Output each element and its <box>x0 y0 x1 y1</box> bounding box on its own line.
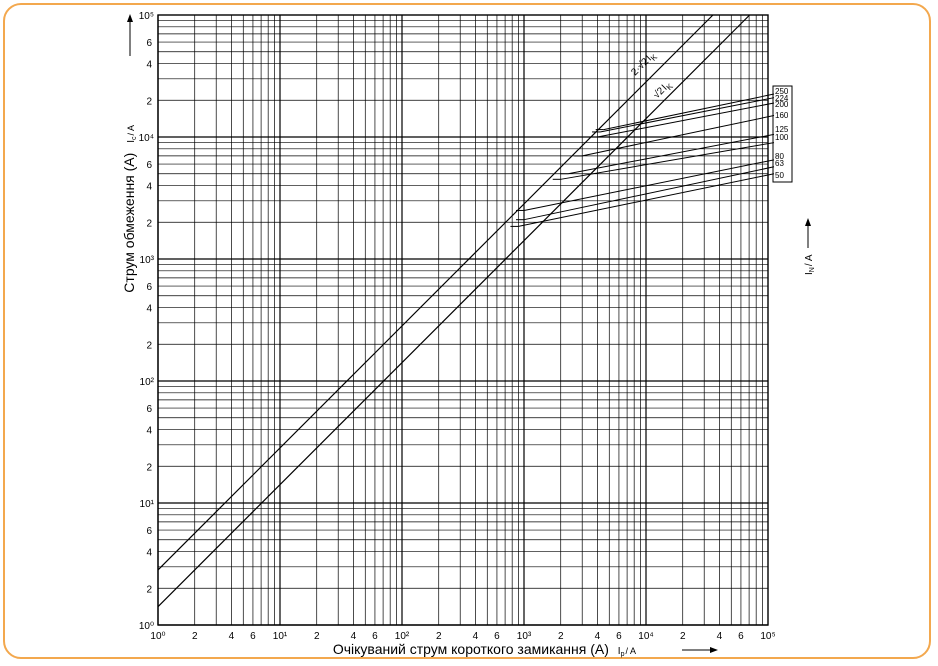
x-axis-symbol-sub: p <box>621 651 625 658</box>
y-tick-label: 4 <box>146 60 152 71</box>
x-tick-label: 10⁴ <box>638 631 653 642</box>
x-tick-label: 6 <box>616 631 622 642</box>
right-label-sub: N <box>809 267 816 272</box>
x-tick-label: 2 <box>558 631 564 642</box>
y-tick-label: 2 <box>146 584 152 595</box>
x-axis-title: Очікуваний струм короткого замикання (А) <box>333 641 609 657</box>
series-line-160 <box>582 115 775 157</box>
y-tick-label: 4 <box>146 426 152 437</box>
y-tick-label: 4 <box>146 304 152 315</box>
y-tick-label: 6 <box>146 160 152 171</box>
series-label-250: 250 <box>775 87 789 96</box>
x-tick-label: 2 <box>192 631 198 642</box>
reference-line <box>157 14 751 608</box>
y-tick-label: 10³ <box>140 255 155 266</box>
plot-border <box>157 14 769 626</box>
x-tick-label: 6 <box>250 631 256 642</box>
x-tick-label: 4 <box>473 631 479 642</box>
y-axis-symbol: I <box>126 140 137 143</box>
y-tick-label: 10⁴ <box>139 133 154 144</box>
y-tick-label: 10¹ <box>140 499 155 510</box>
y-tick-label: 10² <box>140 377 155 388</box>
y-tick-label: 10⁵ <box>139 11 154 22</box>
y-tick-label: 2 <box>146 218 152 229</box>
right-label-unit: / A <box>804 254 815 266</box>
series-lines <box>510 93 775 227</box>
x-tick-label: 10⁰ <box>150 631 165 642</box>
reference-line <box>157 14 714 571</box>
series-label-63: 63 <box>775 159 784 168</box>
x-tick-label: 6 <box>738 631 744 642</box>
x-tick-label: 10⁵ <box>760 631 775 642</box>
y-tick-label: 6 <box>146 282 152 293</box>
right-label: I <box>804 272 815 275</box>
x-axis-unit: / A <box>625 646 636 656</box>
x-tick-label: 2 <box>680 631 686 642</box>
y-tick-label: 4 <box>146 548 152 559</box>
y-tick-label: 4 <box>146 182 152 193</box>
series-line-224 <box>599 97 775 133</box>
reference-lines: 2·√2IK√2IK <box>157 14 751 608</box>
y-tick-label: 2 <box>146 462 152 473</box>
x-axis-symbol: I <box>618 646 621 657</box>
series-line-250 <box>603 93 775 131</box>
series-label-80: 80 <box>775 152 784 161</box>
x-tick-label: 6 <box>372 631 378 642</box>
right-label-group: IN/ A <box>804 254 816 275</box>
series-label-224: 224 <box>775 94 789 103</box>
series-line-200 <box>597 102 775 138</box>
x-tick-label: 4 <box>717 631 723 642</box>
svg-text:IN/ A: IN/ A <box>804 254 816 275</box>
y-axis-arrowhead <box>127 14 133 22</box>
series-line-50 <box>518 173 775 227</box>
right-label-arrowhead <box>805 218 811 226</box>
y-axis-unit: / A <box>126 125 136 136</box>
y-tick-labels: 10⁰ 2 4 6 10¹ 2 4 6 10² 2 4 6 10³ 2 4 6 10⁴ 2 4 6 10⁵ <box>139 11 155 632</box>
reference-line-label: 2·√2IK <box>629 49 660 80</box>
y-tick-label: 2 <box>146 340 152 351</box>
x-tick-label: 4 <box>595 631 601 642</box>
y-axis-symbol-sub: c <box>131 136 138 140</box>
y-axis-title: Струм обмеження (А) <box>121 153 137 293</box>
x-tick-label: 10² <box>395 631 410 642</box>
series-line-63 <box>523 166 775 221</box>
x-tick-label: 6 <box>494 631 500 642</box>
x-tick-label: 4 <box>229 631 235 642</box>
series-label-200: 200 <box>775 100 789 109</box>
series-label-100: 100 <box>775 133 789 142</box>
x-tick-label: 4 <box>351 631 357 642</box>
series-line-125 <box>568 133 775 175</box>
series-label-160: 160 <box>775 111 789 120</box>
series-label-box <box>772 85 793 183</box>
y-tick-label: 6 <box>146 38 152 49</box>
y-axis-title-group: Струм обмеження (А) Ic/ A <box>121 125 138 293</box>
x-tick-label: 2 <box>314 631 320 642</box>
x-tick-labels: 10⁰ 2 4 6 10¹ 2 4 6 10² 2 4 6 10³ 2 4 6 10⁴ 2 4 6 10⁵ <box>150 631 775 642</box>
x-tick-label: 10³ <box>517 631 532 642</box>
y-tick-label: 10⁰ <box>139 621 154 632</box>
x-tick-label: 2 <box>436 631 442 642</box>
reference-line-label: √2IK <box>651 78 676 103</box>
series-line-80 <box>523 159 775 211</box>
y-tick-label: 6 <box>146 404 152 415</box>
series-label-125: 125 <box>775 125 789 134</box>
grid-major <box>157 15 768 626</box>
grid-minor <box>158 15 768 625</box>
svg-text:Очікуваний струм короткого зам: Очікуваний струм короткого замикання (А)… <box>333 641 636 658</box>
y-tick-label: 6 <box>146 526 152 537</box>
series-label-50: 50 <box>775 171 784 180</box>
x-axis-arrowhead <box>710 647 718 653</box>
y-tick-label: 2 <box>146 96 152 107</box>
series-line-100 <box>560 142 775 180</box>
x-tick-label: 10¹ <box>273 631 288 642</box>
svg-text:Струм обмеження (А) Ic/: Струм обмеження (А) Ic/ A <box>121 125 138 293</box>
